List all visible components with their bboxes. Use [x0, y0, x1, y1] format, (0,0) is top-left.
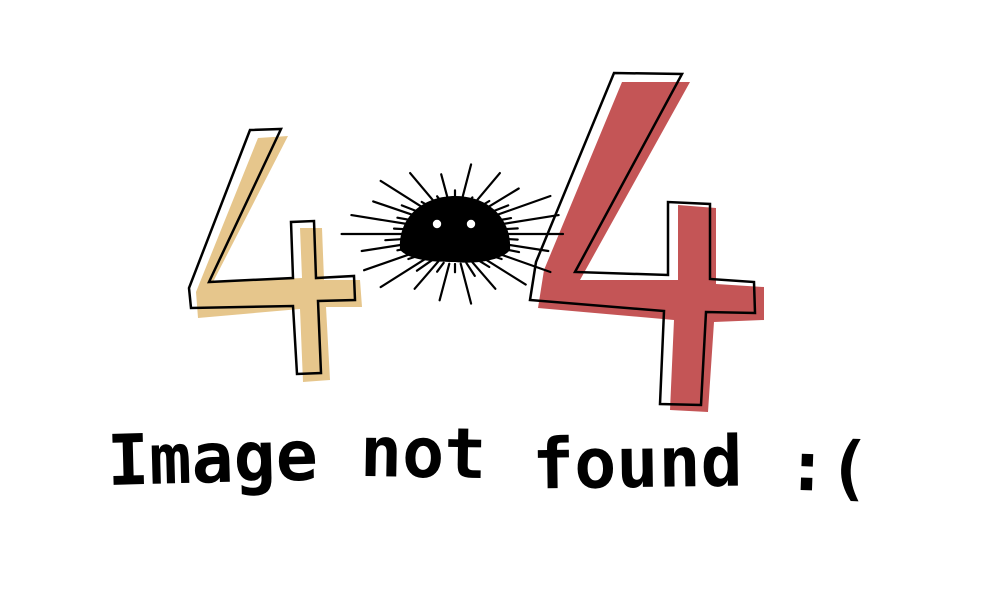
- left-digit-4: [187, 127, 362, 382]
- urchin-spine: [413, 260, 440, 290]
- left-digit-fill: [196, 136, 362, 382]
- urchin-body: [399, 196, 511, 263]
- urchin-spine: [459, 262, 473, 305]
- urchin-spine: [415, 258, 435, 272]
- urchin-left-eye: [432, 219, 442, 229]
- left-digit-outline: [187, 127, 357, 376]
- right-digit-4: [528, 71, 764, 412]
- urchin-spine: [487, 194, 552, 219]
- urchin-spine: [379, 255, 430, 289]
- right-digit-fill: [538, 82, 764, 412]
- urchin-right-eye: [466, 219, 476, 229]
- right-digit-outline: [528, 71, 757, 407]
- urchin-spine: [438, 262, 451, 302]
- urchin-spine: [436, 261, 445, 273]
- urchin-spine: [465, 261, 476, 277]
- urchin-spine: [480, 255, 527, 286]
- sea-urchin-icon: [340, 163, 565, 305]
- urchin-spine: [470, 260, 497, 290]
